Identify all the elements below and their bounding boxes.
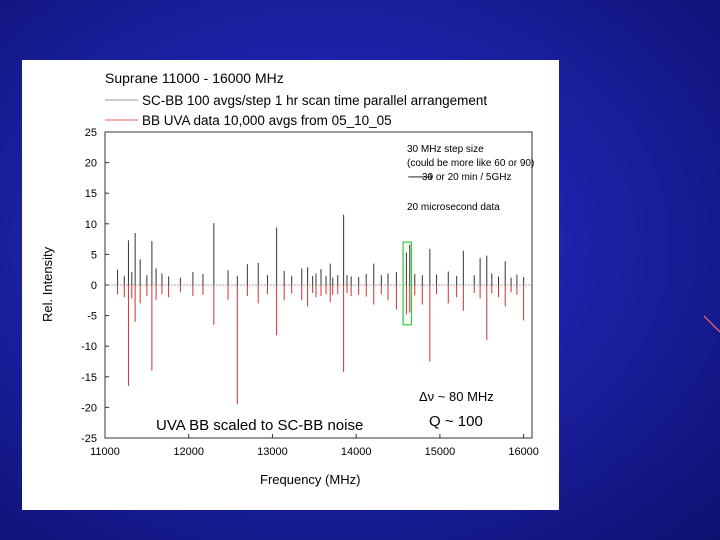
annotation-q-value: Q ~ 100 bbox=[429, 413, 483, 430]
annotation-arrow-icon: 🡒 bbox=[407, 172, 434, 183]
y-tick-label-9: -20 bbox=[81, 402, 97, 414]
y-tick-label-3: 10 bbox=[85, 219, 97, 231]
x-axis-label: Frequency (MHz) bbox=[260, 472, 360, 487]
y-axis-label: Rel. Intensity bbox=[40, 246, 55, 322]
x-tick-label-4: 15000 bbox=[425, 446, 456, 458]
x-axis: 11000 12000 13000 14000 15000 16000 bbox=[90, 434, 539, 458]
series-scbb bbox=[117, 214, 525, 285]
annotation-delta-nu: Δν ~ 80 MHz bbox=[419, 389, 494, 404]
y-tick-label-0: 25 bbox=[85, 127, 97, 139]
legend-label-scbb: SC-BB 100 avgs/step 1 hr scan time paral… bbox=[142, 93, 487, 108]
annotation-step-size: 30 MHz step size bbox=[407, 144, 484, 155]
y-tick-label-2: 15 bbox=[85, 188, 97, 200]
x-tick-label-2: 13000 bbox=[257, 446, 288, 458]
annotation-scaled: UVA BB scaled to SC-BB noise bbox=[156, 417, 363, 434]
chart: Suprane 11000 - 16000 MHz SC-BB 100 avgs… bbox=[40, 70, 539, 487]
x-tick-label-0: 11000 bbox=[90, 446, 120, 458]
annotation-time: 30 or 20 min / 5GHz bbox=[422, 172, 511, 183]
annotation-microsecond: 20 microsecond data bbox=[407, 202, 500, 213]
y-tick-label-4: 5 bbox=[91, 249, 97, 261]
annotation-could-be: (could be more like 60 or 90) bbox=[407, 158, 534, 169]
y-tick-label-7: -10 bbox=[81, 341, 97, 353]
chart-title: Suprane 11000 - 16000 MHz bbox=[105, 70, 284, 86]
y-tick-label-1: 20 bbox=[85, 158, 97, 170]
series-uva bbox=[117, 285, 525, 405]
x-tick-label-3: 14000 bbox=[341, 446, 372, 458]
legend-label-uva: BB UVA data 10,000 avgs from 05_10_05 bbox=[142, 113, 392, 128]
x-tick-label-5: 16000 bbox=[508, 446, 539, 458]
chart-panel: Suprane 11000 - 16000 MHz SC-BB 100 avgs… bbox=[22, 60, 559, 510]
y-tick-label-8: -15 bbox=[81, 372, 97, 384]
y-tick-label-5: 0 bbox=[91, 280, 97, 292]
y-axis: 25 20 15 10 5 0 -5 -10 -15 -20 -25 bbox=[81, 127, 109, 445]
y-tick-label-10: -25 bbox=[81, 433, 97, 445]
x-tick-label-1: 12000 bbox=[173, 446, 204, 458]
highlight-box bbox=[402, 241, 413, 326]
y-tick-label-6: -5 bbox=[87, 311, 97, 323]
